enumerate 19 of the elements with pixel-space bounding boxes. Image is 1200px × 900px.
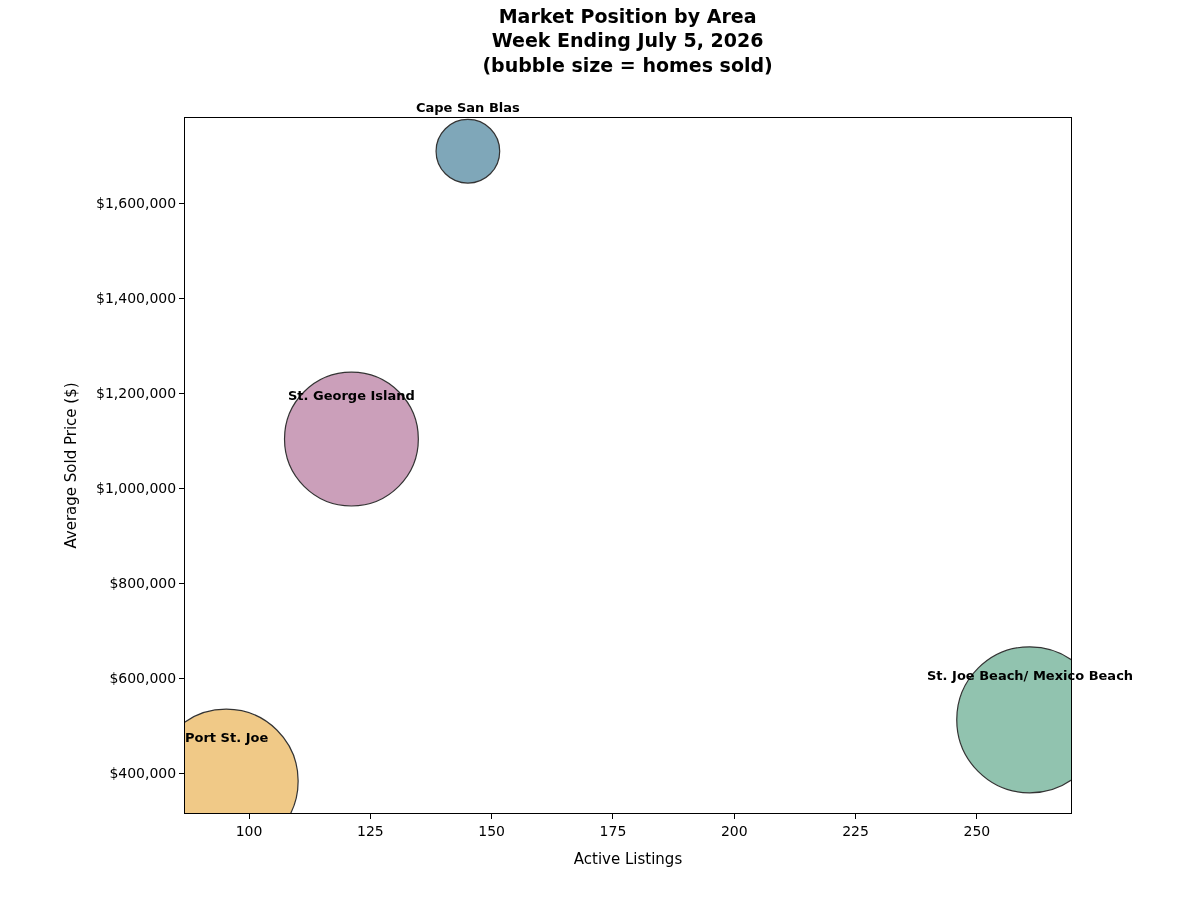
x-tick-label: 150 xyxy=(478,822,506,839)
chart-title: Market Position by Area Week Ending July 5, 2026 (bubble size = homes sold) xyxy=(482,4,773,76)
x-tick-label: 100 xyxy=(235,822,263,839)
y-tick-label: $400,000 xyxy=(109,764,177,781)
y-tick-label: $800,000 xyxy=(109,574,177,591)
y-axis-title: Average Sold Price ($) xyxy=(62,382,81,549)
x-tick-label: 200 xyxy=(720,822,748,839)
x-tick-label: 250 xyxy=(963,822,991,839)
y-tick-label: $1,600,000 xyxy=(96,194,177,211)
y-tick-label: $1,200,000 xyxy=(96,384,177,401)
x-tick-label: 175 xyxy=(599,822,627,839)
series-label: Port St. Joe xyxy=(185,730,269,745)
y-tick-label: $600,000 xyxy=(109,669,177,686)
x-tick-label: 125 xyxy=(356,822,384,839)
x-axis-title: Active Listings xyxy=(573,849,683,868)
x-tick-label: 225 xyxy=(842,822,869,839)
y-tick-label: $1,000,000 xyxy=(96,479,177,496)
series-label: Cape San Blas xyxy=(416,100,521,115)
y-tick-label: $1,400,000 xyxy=(96,289,177,306)
